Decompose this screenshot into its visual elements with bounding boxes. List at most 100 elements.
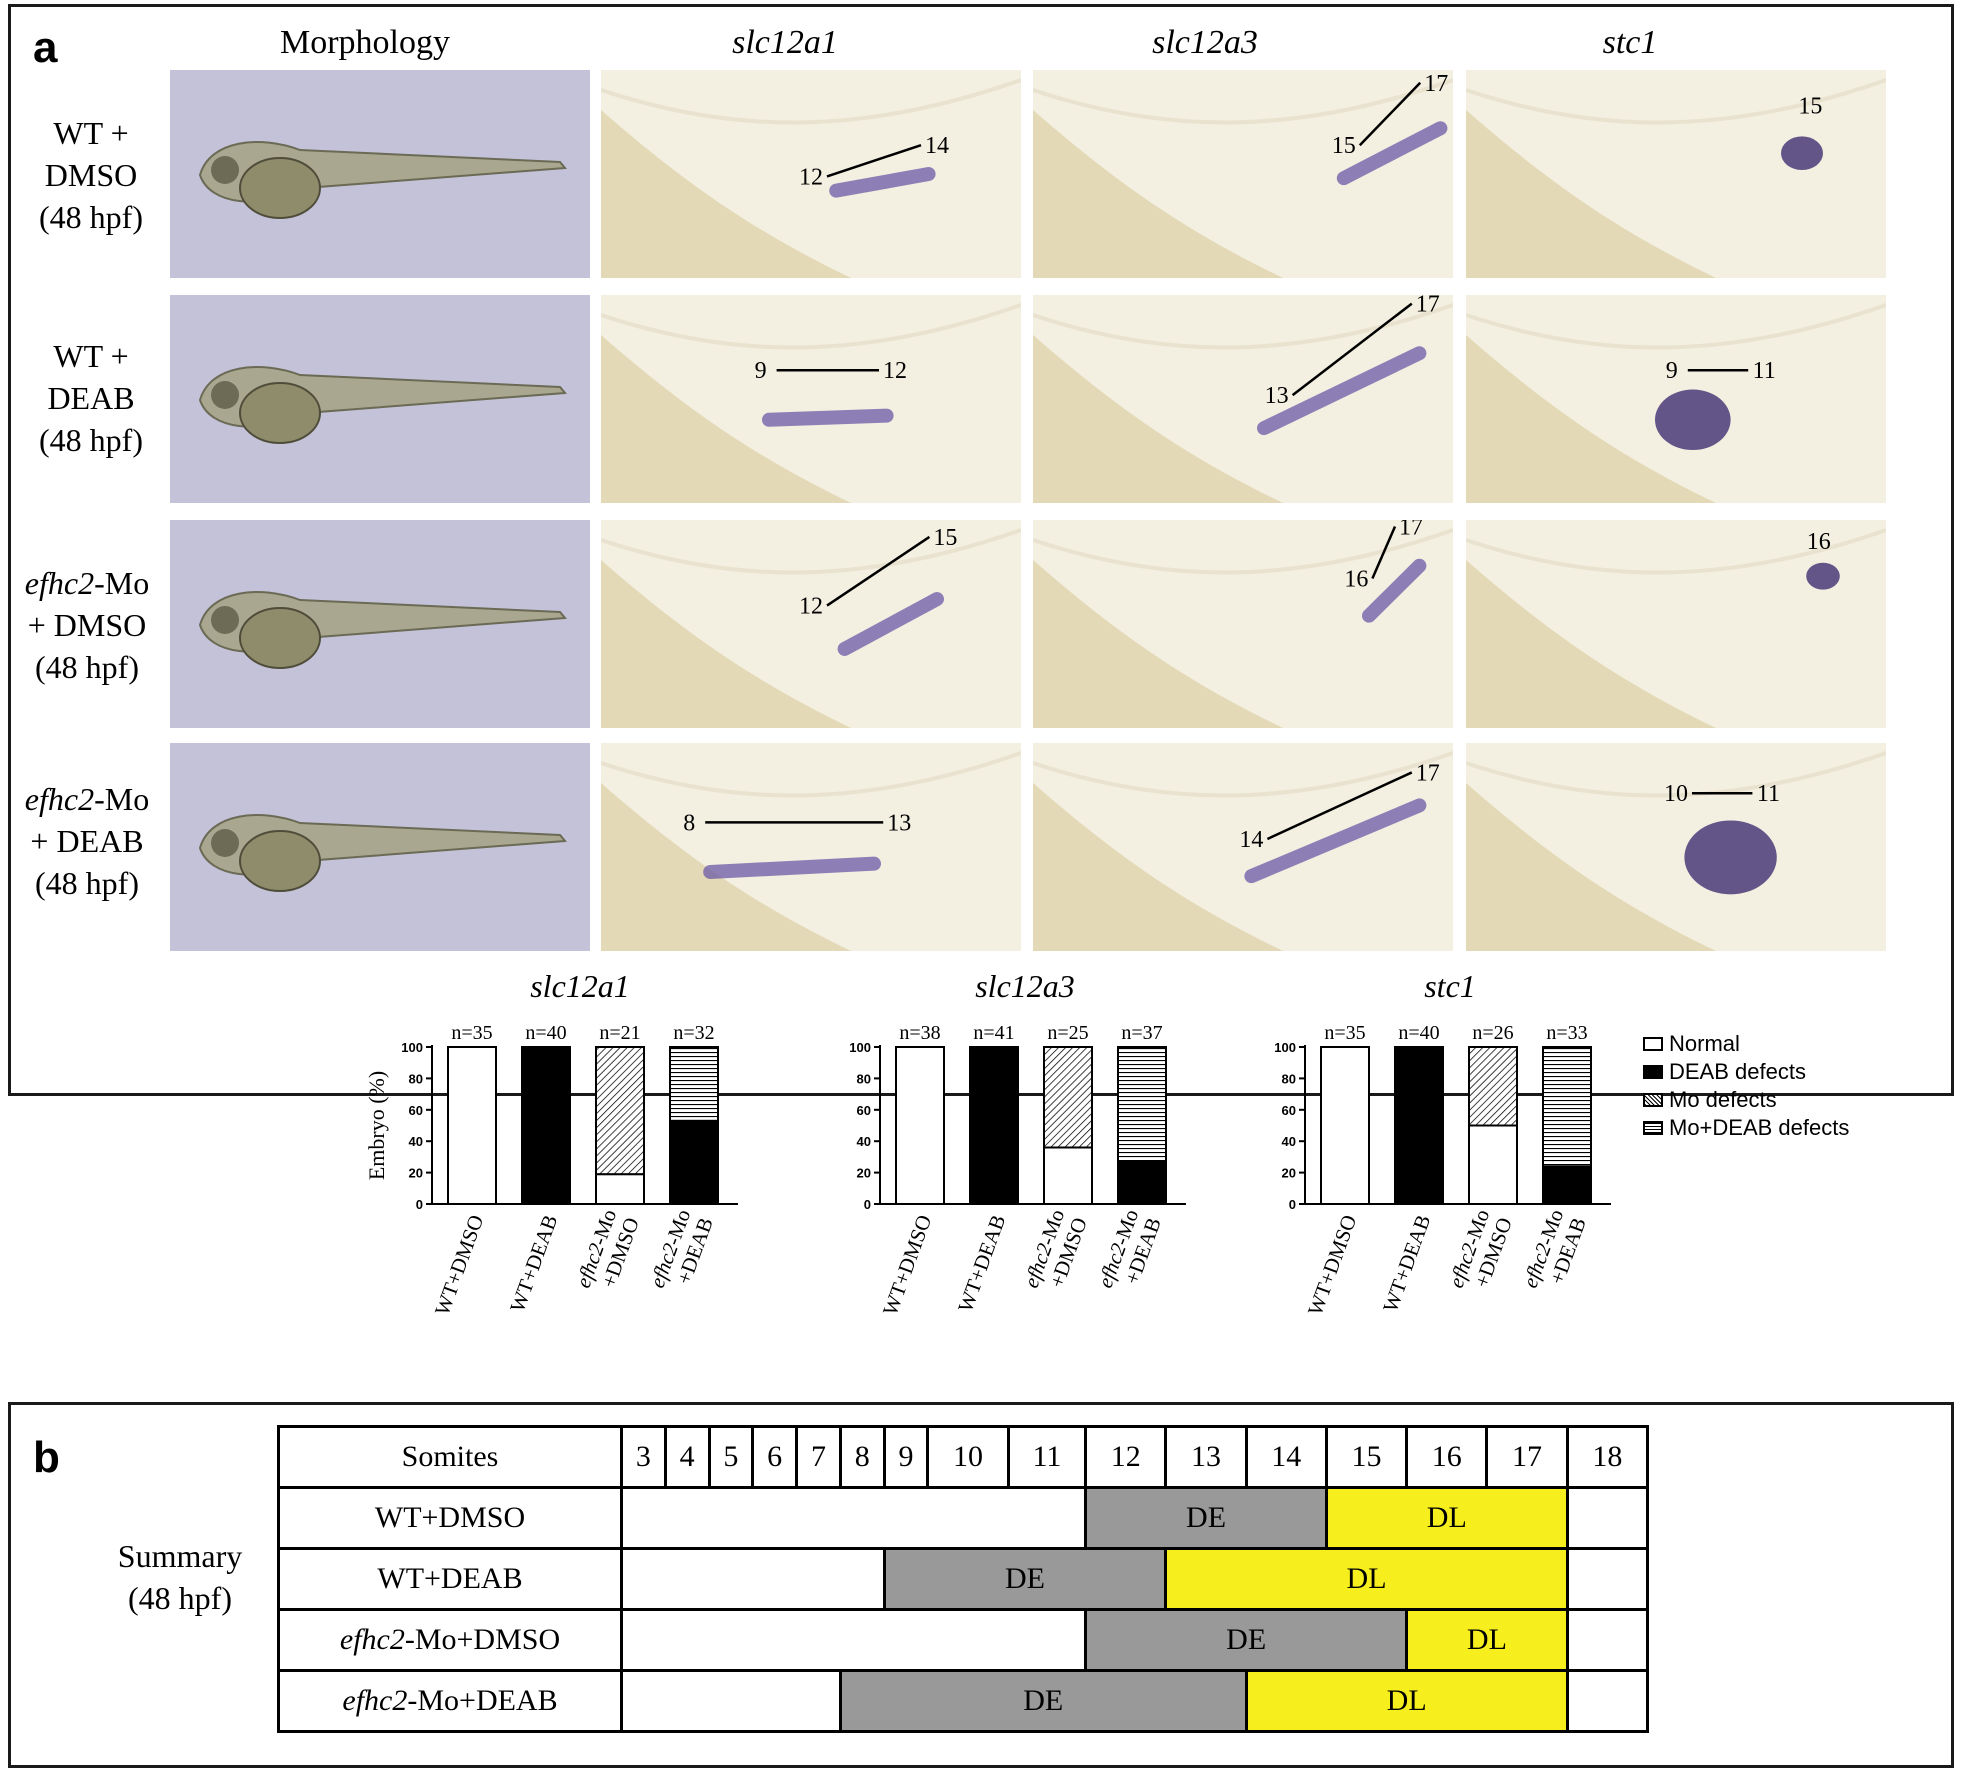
bar-segment-mo-defects — [595, 1046, 645, 1176]
summary-row-label: WT+DEAB — [277, 1547, 623, 1611]
summary-header-row: Somites 3 4 5 6 7 8 9 10 11 12 13 14 15 16 17 18 — [277, 1425, 1650, 1489]
stain-band — [703, 856, 881, 879]
stain-spot — [1781, 136, 1823, 170]
x-category-label: WT+DMSO — [878, 1212, 937, 1319]
in-situ-image: 16 — [1466, 520, 1886, 728]
stain-band — [837, 592, 944, 656]
somite-number: 13 — [1164, 1425, 1248, 1489]
summary-row: WT+DEAB DE DL — [277, 1547, 1650, 1611]
de-span: DE — [1084, 1608, 1409, 1672]
summary-row-label: WT+DMSO — [277, 1486, 623, 1550]
row-label-wt-deab: WT + DEAB (48 hpf) — [16, 335, 166, 461]
somite-number: 7 — [795, 1425, 842, 1489]
column-header-morphology: Morphology — [280, 24, 450, 61]
in-situ-image: 9 12 — [601, 295, 1021, 503]
in-situ-image: 10 11 — [1466, 743, 1886, 951]
empty-span — [1565, 1669, 1650, 1733]
somite-range-line — [826, 144, 922, 178]
summary-label: Summary (48 hpf) — [100, 1535, 260, 1619]
y-tick-label: 100 — [849, 1040, 871, 1055]
column-header-slc12a1: slc12a1 — [732, 24, 838, 61]
somite-number: 4 — [663, 1425, 711, 1489]
somite-number-label: 16 — [1807, 529, 1831, 555]
empty-span — [1565, 1608, 1650, 1672]
somite-number-label: 13 — [887, 810, 911, 836]
y-tick-label: 60 — [409, 1103, 423, 1118]
row-label-line: + DEAB — [30, 823, 144, 859]
y-axis-label: Embryo (%) — [364, 1071, 389, 1180]
in-situ-image: 14 17 — [1033, 743, 1453, 951]
somite-range-line — [1266, 771, 1413, 841]
dl-span: DL — [1244, 1669, 1569, 1733]
n-label: n=40 — [525, 1022, 566, 1044]
somite-number-label: 12 — [799, 164, 823, 190]
x-category-label: efhc2-Mo+DEAB — [1518, 1206, 1591, 1299]
somite-range-line — [1358, 81, 1422, 147]
summary-row-label-suffix: -Mo+DMSO — [404, 1623, 561, 1656]
bar-segment-deab-defects — [1394, 1046, 1444, 1205]
legend-item-normal: Normal — [1643, 1030, 1849, 1058]
somite-number: 17 — [1485, 1425, 1569, 1489]
legend-item-mo: Mo defects — [1643, 1086, 1849, 1114]
row-label-mo-deab: efhc2-Mo + DEAB (48 hpf) — [12, 778, 162, 904]
row-label-line: WT + — [53, 338, 129, 374]
y-tick-label: 80 — [1282, 1071, 1296, 1086]
swatch-mo-deab — [1643, 1121, 1663, 1135]
somite-number-label: 16 — [1344, 567, 1368, 593]
row-label-suffix: -Mo — [94, 565, 150, 601]
panel-b-label: b — [33, 1433, 60, 1482]
row-label-wt-dmso: WT + DMSO (48 hpf) — [16, 112, 166, 238]
n-label: n=35 — [1324, 1022, 1365, 1044]
somite-number: 10 — [926, 1425, 1010, 1489]
stain-band — [1257, 346, 1427, 436]
empty-span — [620, 1669, 842, 1733]
y-tick-label: 0 — [864, 1197, 871, 1212]
column-header-slc12a3: slc12a3 — [1152, 24, 1258, 61]
y-tick-label: 100 — [401, 1040, 423, 1055]
morphology-image — [170, 70, 590, 278]
n-label: n=33 — [1546, 1022, 1587, 1044]
row-label-mo-dmso: efhc2-Mo + DMSO (48 hpf) — [12, 562, 162, 688]
de-span: DE — [1084, 1486, 1328, 1550]
somite-number-label: 11 — [1753, 358, 1776, 384]
somite-number-label: 17 — [1399, 520, 1423, 541]
n-label: n=37 — [1121, 1022, 1162, 1044]
somite-number: 8 — [838, 1425, 886, 1489]
somites-header: Somites — [277, 1425, 623, 1489]
bar-segment-normal — [895, 1046, 945, 1205]
bar-segment-mo-deab-defects — [669, 1046, 719, 1122]
somite-number-label: 12 — [883, 358, 907, 384]
y-tick-label: 60 — [857, 1103, 871, 1118]
somite-number-label: 15 — [933, 525, 957, 551]
somite-number: 12 — [1084, 1425, 1168, 1489]
in-situ-image: 9 11 — [1466, 295, 1886, 503]
bar-segment-mo-deab-defects — [1542, 1046, 1592, 1168]
bar-segment-normal — [447, 1046, 497, 1205]
summary-table: Somites 3 4 5 6 7 8 9 10 11 12 13 14 15 16 17 18 WT+DMSO… — [277, 1425, 1650, 1733]
row-label-line: efhc2-Mo — [12, 562, 162, 604]
somite-number: 9 — [882, 1425, 930, 1489]
summary-label-line: Summary — [117, 1538, 243, 1574]
y-tick-label: 0 — [416, 1197, 423, 1212]
de-span: DE — [882, 1547, 1168, 1611]
somite-number-label: 12 — [799, 594, 823, 620]
y-tick-label: 20 — [1282, 1166, 1296, 1181]
in-situ-image: 16 17 — [1033, 520, 1453, 728]
y-tick-label: 80 — [857, 1071, 871, 1086]
row-label-suffix: -Mo — [94, 781, 150, 817]
y-tick-label: 40 — [1282, 1134, 1296, 1149]
stain-band — [1244, 798, 1427, 884]
row-label-line: + DMSO — [27, 607, 147, 643]
n-label: n=41 — [973, 1022, 1014, 1044]
swatch-normal — [1643, 1037, 1663, 1051]
somite-number-label: 17 — [1424, 71, 1448, 97]
somite-range-line — [1291, 302, 1413, 397]
morphology-image — [170, 520, 590, 728]
somite-number: 18 — [1565, 1425, 1650, 1489]
panel-a-label: a — [33, 23, 58, 72]
somite-number-label: 9 — [1666, 358, 1678, 384]
column-header-stc1: stc1 — [1602, 24, 1658, 61]
bar-segment-deab-defects — [669, 1119, 719, 1205]
y-tick-label: 100 — [1274, 1040, 1296, 1055]
x-category-label: efhc2-Mo+DMSO — [571, 1206, 644, 1299]
